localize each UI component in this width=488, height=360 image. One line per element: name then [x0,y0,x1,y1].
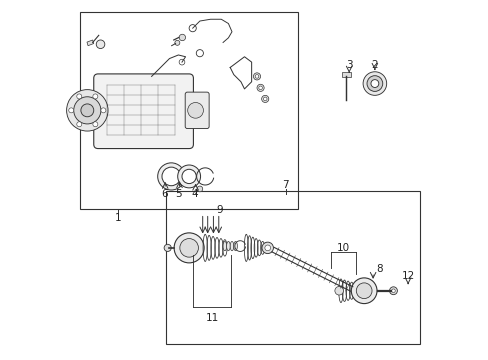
Circle shape [93,122,98,127]
Circle shape [334,287,343,295]
Circle shape [93,94,98,99]
Circle shape [74,97,101,124]
Circle shape [366,76,382,91]
Text: 2: 2 [371,60,377,70]
Text: 4: 4 [191,189,198,199]
Circle shape [175,40,180,45]
Circle shape [197,186,203,192]
Polygon shape [87,40,94,46]
Circle shape [174,233,203,263]
Ellipse shape [226,242,230,251]
Ellipse shape [223,242,226,251]
Circle shape [164,244,171,251]
Circle shape [262,242,273,253]
Circle shape [96,40,104,49]
Circle shape [264,245,270,251]
Text: 12: 12 [401,271,415,282]
Text: 1: 1 [114,212,121,222]
Circle shape [350,278,376,303]
Circle shape [81,104,94,117]
Circle shape [182,169,196,184]
Text: 7: 7 [282,180,288,190]
Circle shape [255,75,258,78]
Text: 9: 9 [216,205,223,215]
Circle shape [157,163,184,190]
Ellipse shape [230,242,233,251]
Circle shape [66,90,108,131]
Text: 3: 3 [345,60,352,70]
Bar [341,72,350,77]
Circle shape [257,84,264,91]
Text: 10: 10 [337,243,350,253]
FancyBboxPatch shape [94,74,193,149]
Circle shape [261,95,268,103]
Bar [165,191,419,344]
Ellipse shape [233,242,237,251]
Circle shape [101,108,106,113]
Text: 5: 5 [175,189,182,199]
Circle shape [356,283,371,298]
Circle shape [179,34,185,41]
Circle shape [263,97,266,101]
Circle shape [69,108,74,113]
Text: 11: 11 [205,312,219,323]
Text: 8: 8 [375,264,382,274]
Circle shape [177,165,200,188]
Circle shape [187,103,203,118]
FancyBboxPatch shape [185,92,209,129]
Text: 6: 6 [161,189,167,199]
Circle shape [162,167,180,186]
Circle shape [179,59,184,65]
Circle shape [77,122,81,127]
Circle shape [370,80,378,87]
Circle shape [258,86,262,90]
Circle shape [180,239,198,257]
Circle shape [389,287,397,295]
Circle shape [363,72,386,95]
Bar [80,12,298,208]
Circle shape [253,73,260,80]
Circle shape [189,24,196,32]
Circle shape [391,289,394,293]
Circle shape [77,94,81,99]
